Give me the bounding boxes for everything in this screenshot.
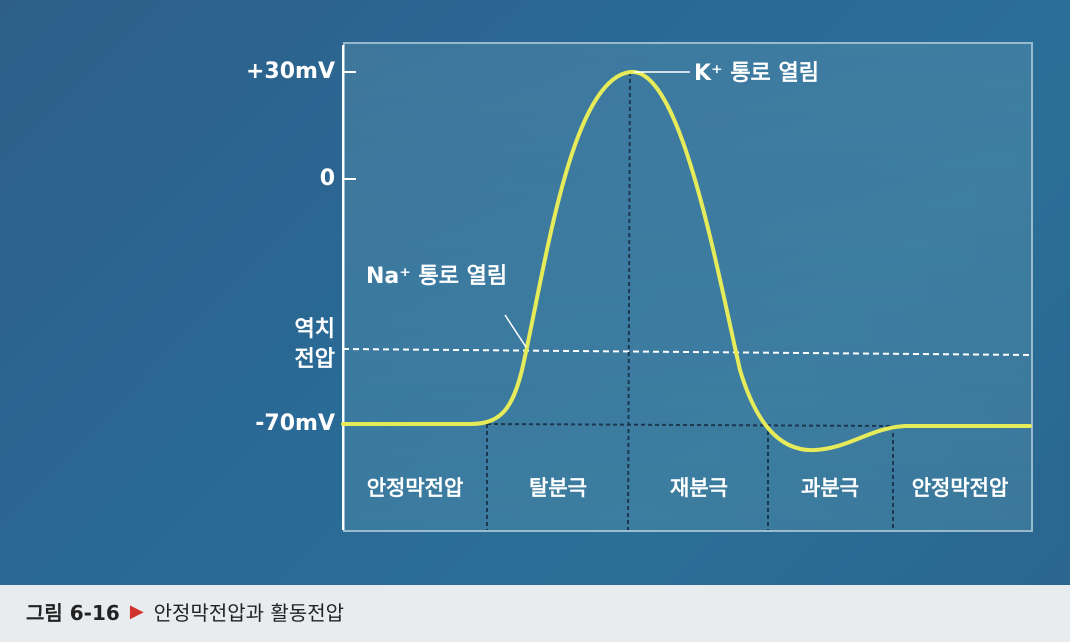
boundary-peak — [627, 71, 631, 531]
figure-number: 그림 6-16 — [26, 600, 120, 625]
figure-caption: 그림 6-16 ▶ 안정막전압과 활동전압 — [26, 596, 344, 626]
na-leader-line — [504, 314, 527, 348]
ytick-zero: 0 — [319, 166, 335, 191]
na-channel-open-label: Na⁺ 통로 열림 — [366, 264, 507, 289]
threshold-line — [342, 348, 1034, 356]
phase-label-depolarization: 탈분극 — [529, 476, 587, 500]
ytick-threshold-2: 전압 — [294, 347, 335, 372]
plot-area — [343, 42, 1033, 532]
phase-label-resting-end: 안정막전압 — [912, 476, 1009, 500]
phase-label-resting-start: 안정막전압 — [367, 476, 464, 500]
membrane-potential-curve — [341, 69, 1032, 453]
k-channel-open-label: K⁺ 통로 열림 — [694, 61, 819, 86]
resting-baseline — [486, 423, 891, 427]
ytick-minus70: -70mV — [255, 411, 335, 436]
phase-label-hyperpolarization: 과분극 — [801, 476, 859, 500]
phase-label-repolarization: 재분극 — [670, 476, 728, 500]
diagram-background — [0, 0, 1070, 585]
ytick-threshold-1: 역치 — [294, 317, 335, 342]
figure-title: 안정막전압과 활동전압 — [153, 600, 345, 625]
ytick-plus30: +30mV — [246, 59, 335, 84]
caption-arrow-icon: ▶ — [129, 600, 144, 622]
action-potential-diagram: K⁺ 통로 열림 Na⁺ 통로 열림 안정막전압 탈분극 재분극 과분극 안정막… — [341, 45, 1034, 531]
